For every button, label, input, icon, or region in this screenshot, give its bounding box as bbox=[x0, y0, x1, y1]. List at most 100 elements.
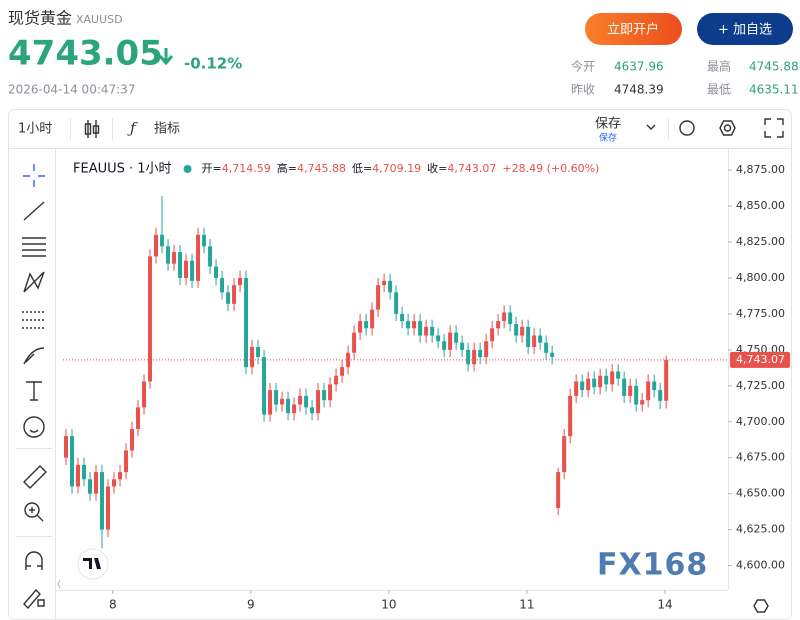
zoom-tool[interactable] bbox=[24, 502, 40, 518]
candle-body bbox=[130, 428, 135, 451]
open-account-button[interactable]: 立即开户 bbox=[585, 13, 682, 45]
save-hint: 保存 bbox=[599, 132, 617, 144]
axis-settings-icon[interactable] bbox=[753, 599, 769, 613]
down-arrow bbox=[158, 48, 174, 66]
symbol: XAUUSD bbox=[76, 13, 123, 26]
collapse-handle[interactable] bbox=[57, 579, 61, 589]
candle-body bbox=[544, 342, 549, 353]
candle-body bbox=[244, 277, 249, 368]
y-tick-label: 4,800.00 bbox=[736, 271, 785, 284]
y-tick-label: 4,775.00 bbox=[736, 307, 785, 320]
ohlc-label: 开= bbox=[202, 162, 222, 175]
candle-body bbox=[190, 260, 195, 281]
candle-body bbox=[334, 375, 339, 385]
chart-type-icon[interactable] bbox=[84, 120, 100, 138]
candle-body bbox=[94, 472, 99, 494]
y-tick-label: 4,650.00 bbox=[736, 487, 785, 500]
candle-body bbox=[292, 404, 297, 414]
settings-icon-core bbox=[723, 124, 732, 132]
fib-tool[interactable] bbox=[22, 237, 46, 257]
candle-body bbox=[202, 234, 207, 247]
candle-body bbox=[220, 277, 225, 293]
candle-body bbox=[298, 395, 303, 405]
candle-body bbox=[616, 371, 621, 379]
indicators[interactable]: 指标 bbox=[154, 122, 180, 137]
candle-body bbox=[586, 378, 591, 391]
y-tick-label: 4,725.00 bbox=[736, 379, 785, 392]
button-label[interactable]: + 加自选 bbox=[718, 23, 772, 38]
alert-icon[interactable] bbox=[679, 120, 695, 136]
emoji-tool[interactable] bbox=[23, 416, 45, 438]
candle-body bbox=[286, 398, 291, 414]
candle-body bbox=[154, 234, 159, 257]
candle-body bbox=[592, 378, 597, 388]
candle-body bbox=[172, 252, 177, 264]
ohlc-value: 4,714.59 bbox=[222, 162, 271, 175]
candle-body bbox=[388, 280, 393, 293]
candle-body bbox=[70, 436, 75, 487]
last-price-box bbox=[730, 351, 790, 368]
pattern-tool[interactable] bbox=[23, 271, 45, 293]
candle-body bbox=[634, 385, 639, 405]
candle-body bbox=[310, 407, 315, 414]
ohlc-value: 4,709.19 bbox=[372, 162, 421, 175]
candle-body bbox=[412, 321, 417, 329]
candle-body bbox=[226, 292, 231, 304]
fullscreen-icon[interactable] bbox=[764, 118, 784, 138]
emoji-mouth bbox=[29, 429, 39, 433]
tv-logo bbox=[77, 548, 109, 580]
candle-body bbox=[514, 323, 519, 336]
candle-body bbox=[304, 395, 309, 408]
ohlc-value: 4,743.07 bbox=[447, 162, 496, 175]
candle-body bbox=[268, 390, 273, 415]
candle-body bbox=[178, 252, 183, 278]
stat-value: 4635.11 bbox=[749, 83, 799, 97]
lock-tool[interactable] bbox=[23, 588, 45, 610]
candle-body bbox=[478, 349, 483, 358]
trendline-tool[interactable] bbox=[23, 201, 45, 221]
text-tool[interactable] bbox=[26, 381, 42, 401]
ohlc-label: 低= bbox=[352, 162, 372, 175]
magnet-tool[interactable] bbox=[25, 551, 43, 570]
crosshair-tool[interactable] bbox=[23, 164, 45, 187]
x-tick-label: 11 bbox=[519, 598, 534, 612]
candle-body bbox=[448, 332, 453, 350]
last-price-label: 4,743.07 bbox=[736, 353, 785, 366]
candle-body bbox=[376, 285, 381, 310]
candle-body bbox=[436, 335, 441, 342]
ruler-tool[interactable] bbox=[23, 465, 47, 489]
candle-body bbox=[652, 381, 657, 391]
stat-label: 昨收 bbox=[571, 83, 595, 97]
x-tick-label: 8 bbox=[109, 598, 117, 612]
candle-body bbox=[538, 335, 543, 343]
x-tick-label: 10 bbox=[381, 598, 396, 612]
candle-body bbox=[136, 407, 141, 429]
title: 现货黄金 bbox=[8, 9, 72, 28]
candle-body bbox=[556, 472, 561, 509]
stat-value: 4637.96 bbox=[614, 60, 664, 74]
candle-body bbox=[424, 326, 429, 336]
x-tick-label: 14 bbox=[657, 598, 672, 612]
settings-icon[interactable] bbox=[719, 120, 736, 136]
button-label[interactable]: 立即开户 bbox=[607, 22, 659, 38]
y-tick-label: 4,825.00 bbox=[736, 235, 785, 248]
save[interactable]: 保存 bbox=[595, 117, 621, 132]
interval[interactable]: 1小时 bbox=[18, 122, 52, 137]
ohlc-label: 收= bbox=[427, 161, 447, 175]
candle-body bbox=[250, 346, 255, 368]
candle-body bbox=[142, 381, 147, 408]
fx-icon[interactable]: ƒ bbox=[127, 119, 138, 137]
brush-tool[interactable] bbox=[23, 347, 45, 365]
drawing-tools bbox=[16, 164, 52, 610]
candle-body bbox=[664, 359, 669, 401]
candle-body bbox=[64, 436, 69, 458]
candle-body bbox=[466, 349, 471, 365]
candle-body bbox=[526, 326, 531, 347]
candle-body bbox=[496, 321, 501, 329]
watchlist-button[interactable]: + 加自选 bbox=[697, 13, 793, 45]
projection-tool[interactable] bbox=[22, 311, 46, 329]
candle-body bbox=[472, 349, 477, 365]
change: -0.12% bbox=[184, 55, 242, 73]
x-tick-label: 9 bbox=[247, 598, 255, 612]
dropdown-icon[interactable] bbox=[646, 124, 656, 130]
